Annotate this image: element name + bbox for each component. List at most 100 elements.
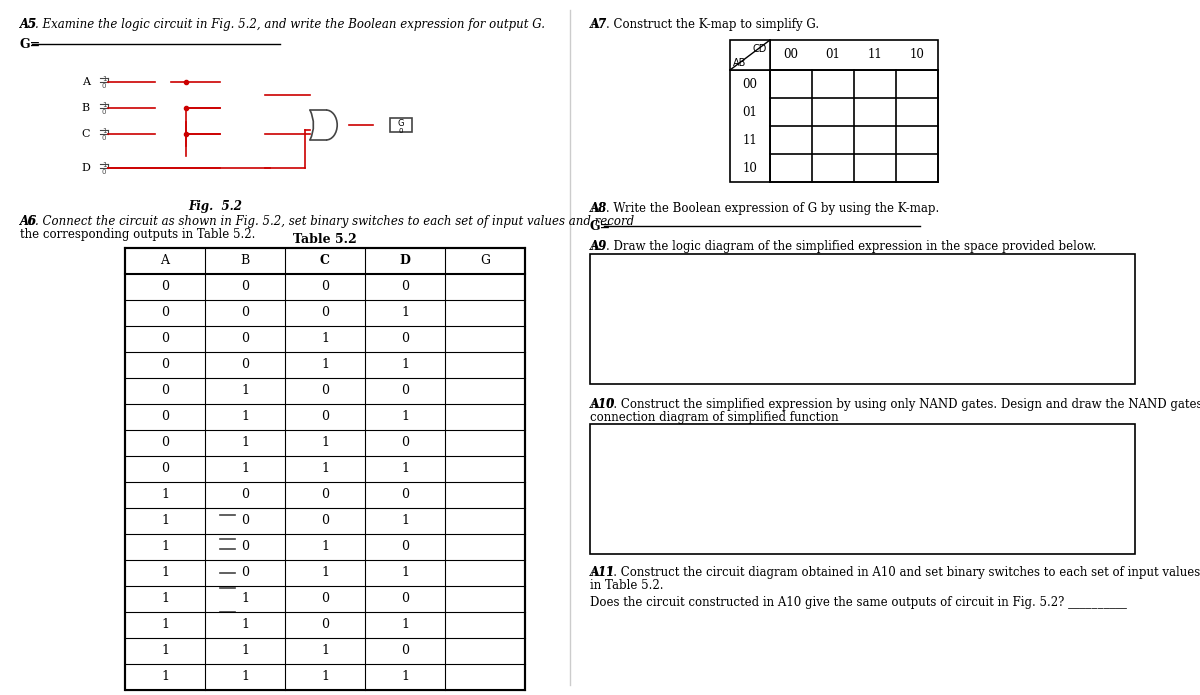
Text: 0: 0 [401,593,409,605]
Text: 1: 1 [322,462,329,475]
Text: 1: 1 [161,489,169,502]
Text: 0: 0 [322,619,329,632]
Text: 1: 1 [102,102,107,108]
Bar [770,40,938,70]
Text: 1: 1 [401,411,409,423]
Text: C: C [320,254,330,268]
Text: G=: G= [590,220,611,233]
Text: 0: 0 [102,83,107,89]
Text: 1: 1 [241,462,250,475]
Text: A7: A7 [590,18,607,31]
Text: A11. Construct the circuit diagram obtained in A10 and set binary switches to ea: A11. Construct the circuit diagram obtai… [590,566,1200,579]
Text: 1: 1 [322,332,329,345]
Text: A6: A6 [20,215,37,228]
Text: A10. Construct the simplified expression by using only NAND gates. Design and dr: A10. Construct the simplified expression… [590,398,1200,411]
Text: B: B [240,254,250,268]
Text: 0: 0 [401,332,409,345]
Text: G: G [480,254,490,268]
Text: A11: A11 [590,566,616,579]
Text: 0: 0 [241,281,250,293]
Text: 0: 0 [161,359,169,372]
Text: 0: 0 [322,514,329,528]
Text: A10: A10 [590,398,616,411]
Bar [125,248,526,690]
Text: the corresponding outputs in Table 5.2.: the corresponding outputs in Table 5.2. [20,228,256,241]
Text: 1: 1 [322,566,329,580]
Text: 0: 0 [102,169,107,175]
Text: 1: 1 [241,384,250,398]
Text: 0: 0 [161,384,169,398]
Text: A6. Connect the circuit as shown in Fig. 5.2, set binary switches to each set of: A6. Connect the circuit as shown in Fig.… [20,215,635,228]
Text: Fig.  5.2: Fig. 5.2 [188,200,242,213]
Text: 11: 11 [743,133,757,147]
Text: 0: 0 [398,128,403,134]
Text: 1: 1 [241,593,250,605]
Text: 01: 01 [826,49,840,61]
Text: 0: 0 [322,281,329,293]
Text: 1: 1 [161,619,169,632]
Text: 11: 11 [868,49,882,61]
Bar [770,70,938,182]
Text: 0: 0 [161,411,169,423]
Text: 1: 1 [401,619,409,632]
Text: 1: 1 [102,162,107,168]
Text: 0: 0 [401,541,409,553]
Text: A9: A9 [590,240,607,253]
Text: 0: 0 [401,644,409,657]
Text: 0: 0 [322,384,329,398]
Text: 1: 1 [102,128,107,134]
Text: A8. Write the Boolean expression of G by using the K-map.: A8. Write the Boolean expression of G by… [590,202,940,215]
Text: 1: 1 [401,566,409,580]
Text: 1: 1 [322,436,329,450]
Text: G=: G= [20,38,41,51]
Text: A5: A5 [20,18,37,31]
Bar [730,40,770,70]
Text: 0: 0 [322,489,329,502]
Text: A: A [82,77,90,87]
Text: 10: 10 [910,49,924,61]
Text: 0: 0 [161,281,169,293]
Text: 0: 0 [102,109,107,115]
Text: 0: 0 [401,489,409,502]
Text: 1: 1 [241,619,250,632]
Text: 1: 1 [401,671,409,683]
Text: 00: 00 [784,49,798,61]
Text: A9. Draw the logic diagram of the simplified expression in the space provided be: A9. Draw the logic diagram of the simpli… [590,240,1097,253]
Text: 1: 1 [161,514,169,528]
Text: 0: 0 [102,135,107,141]
Text: 1: 1 [241,671,250,683]
Text: 1: 1 [241,411,250,423]
Text: 1: 1 [401,359,409,372]
Text: 1: 1 [161,566,169,580]
Text: 0: 0 [161,462,169,475]
Text: 01: 01 [743,106,757,119]
Bar [730,70,770,182]
Text: 0: 0 [241,359,250,372]
Text: 0: 0 [241,306,250,320]
Text: D: D [400,254,410,268]
Text: connection diagram of simplified function: connection diagram of simplified functio… [590,411,839,424]
Text: 0: 0 [322,593,329,605]
Text: Does the circuit constructed in A10 give the same outputs of circuit in Fig. 5.2: Does the circuit constructed in A10 give… [590,596,1127,609]
Text: 0: 0 [401,384,409,398]
Text: 0: 0 [241,332,250,345]
Text: 0: 0 [161,436,169,450]
Text: 0: 0 [401,281,409,293]
Text: A: A [161,254,169,268]
Text: 1: 1 [161,644,169,657]
Text: 1: 1 [322,644,329,657]
Text: CD: CD [752,44,767,54]
Text: A5. Examine the logic circuit in Fig. 5.2, and write the Boolean expression for : A5. Examine the logic circuit in Fig. 5.… [20,18,546,31]
Text: 0: 0 [322,411,329,423]
Text: 0: 0 [241,566,250,580]
Text: D: D [82,163,90,173]
Text: 0: 0 [161,332,169,345]
Text: 1: 1 [161,671,169,683]
Text: 1: 1 [161,593,169,605]
Text: 1: 1 [401,462,409,475]
Text: 1: 1 [102,76,107,82]
Text: 1: 1 [322,671,329,683]
Text: 0: 0 [241,489,250,502]
Text: 10: 10 [743,161,757,174]
Text: 1: 1 [241,644,250,657]
